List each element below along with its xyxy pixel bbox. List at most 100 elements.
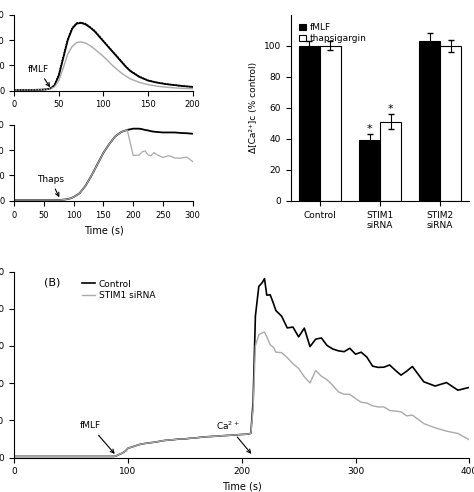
STIM2 siRNA — [52, 82, 57, 88]
STIM2 siRNA — [118, 58, 124, 64]
STIM1 siRNA — [172, 85, 178, 91]
STIM1 siRNA — [65, 51, 71, 57]
STIM1 siRNA — [29, 87, 35, 93]
STIM1 siRNA — [262, 329, 267, 335]
Control — [96, 33, 102, 39]
STIM1 siRNA — [188, 435, 193, 441]
Text: (B): (B) — [44, 277, 60, 287]
Control — [105, 43, 111, 49]
Control — [43, 87, 48, 92]
Bar — [299, 46, 320, 201]
STIM1 siRNA — [114, 66, 119, 72]
STIM1 siRNA — [20, 87, 26, 93]
STIM2 siRNA — [11, 87, 17, 93]
Control — [47, 86, 53, 92]
Control — [52, 83, 57, 89]
STIM2 siRNA — [154, 79, 160, 85]
Control — [69, 26, 75, 31]
STIM1 siRNA — [118, 70, 124, 76]
Control — [262, 276, 267, 281]
Control — [56, 72, 62, 78]
Control — [91, 28, 97, 34]
STIM2 siRNA — [137, 73, 142, 79]
STIM1 siRNA — [128, 76, 133, 82]
STIM2 siRNA — [96, 32, 102, 38]
Control — [253, 313, 258, 319]
Control — [20, 87, 26, 93]
STIM1 siRNA — [163, 84, 169, 90]
STIM1 siRNA — [69, 43, 75, 49]
Bar — [359, 140, 380, 201]
STIM1 siRNA — [123, 73, 128, 79]
Bar — [440, 46, 461, 201]
STIM2 siRNA — [109, 48, 115, 54]
STIM1 siRNA — [52, 84, 57, 90]
STIM2 siRNA — [123, 63, 128, 69]
STIM2 siRNA — [100, 38, 106, 44]
Line: Control: Control — [14, 278, 469, 457]
STIM1 siRNA — [137, 79, 142, 85]
STIM1 siRNA — [78, 39, 84, 45]
Bar — [320, 46, 341, 201]
Control — [114, 54, 119, 60]
Line: STIM1 siRNA: STIM1 siRNA — [14, 42, 192, 90]
Control — [181, 83, 187, 89]
Control — [11, 454, 17, 460]
Control — [128, 68, 133, 74]
Control — [38, 87, 44, 92]
Bar — [380, 122, 401, 201]
Control — [83, 22, 89, 28]
Line: STIM2 siRNA: STIM2 siRNA — [14, 22, 192, 90]
STIM2 siRNA — [114, 53, 119, 59]
Control — [109, 49, 115, 55]
Control — [145, 78, 151, 84]
Control — [190, 84, 195, 90]
STIM1 siRNA — [38, 87, 44, 92]
STIM1 siRNA — [105, 58, 111, 64]
STIM2 siRNA — [69, 25, 75, 31]
STIM1 siRNA — [301, 374, 307, 380]
STIM2 siRNA — [87, 24, 93, 30]
STIM2 siRNA — [78, 19, 84, 25]
STIM2 siRNA — [65, 36, 71, 42]
Control — [11, 87, 17, 93]
STIM2 siRNA — [20, 87, 26, 93]
STIM1 siRNA — [91, 454, 97, 460]
Bar — [419, 41, 440, 201]
STIM2 siRNA — [145, 77, 151, 83]
STIM1 siRNA — [11, 87, 17, 93]
Y-axis label: Δ[Ca²⁺]c (% control): Δ[Ca²⁺]c (% control) — [249, 62, 258, 154]
STIM2 siRNA — [172, 82, 178, 88]
STIM2 siRNA — [74, 20, 80, 26]
STIM1 siRNA — [87, 43, 93, 49]
Control — [358, 349, 364, 355]
STIM2 siRNA — [29, 87, 35, 93]
STIM1 siRNA — [47, 86, 53, 92]
Control — [91, 454, 97, 460]
Control — [188, 435, 193, 441]
STIM2 siRNA — [38, 87, 44, 92]
X-axis label: Time (s): Time (s) — [222, 482, 262, 492]
Text: fMLF: fMLF — [80, 422, 114, 453]
STIM1 siRNA — [145, 82, 151, 88]
Control — [163, 81, 169, 87]
Control — [466, 384, 472, 390]
STIM2 siRNA — [181, 83, 187, 89]
Text: Thaps: Thaps — [37, 175, 64, 196]
STIM2 siRNA — [105, 43, 111, 49]
STIM1 siRNA — [96, 50, 102, 56]
Line: Control: Control — [14, 23, 192, 90]
Control — [172, 82, 178, 88]
STIM2 siRNA — [91, 28, 97, 33]
STIM1 siRNA — [290, 361, 296, 367]
Text: fMLF: fMLF — [27, 64, 49, 86]
Control — [301, 325, 307, 331]
Line: STIM1 siRNA: STIM1 siRNA — [14, 332, 469, 457]
Control — [29, 87, 35, 93]
Control — [118, 59, 124, 64]
STIM2 siRNA — [56, 71, 62, 77]
STIM1 siRNA — [181, 86, 187, 92]
STIM1 siRNA — [74, 40, 80, 46]
STIM2 siRNA — [47, 86, 53, 92]
STIM1 siRNA — [91, 46, 97, 52]
